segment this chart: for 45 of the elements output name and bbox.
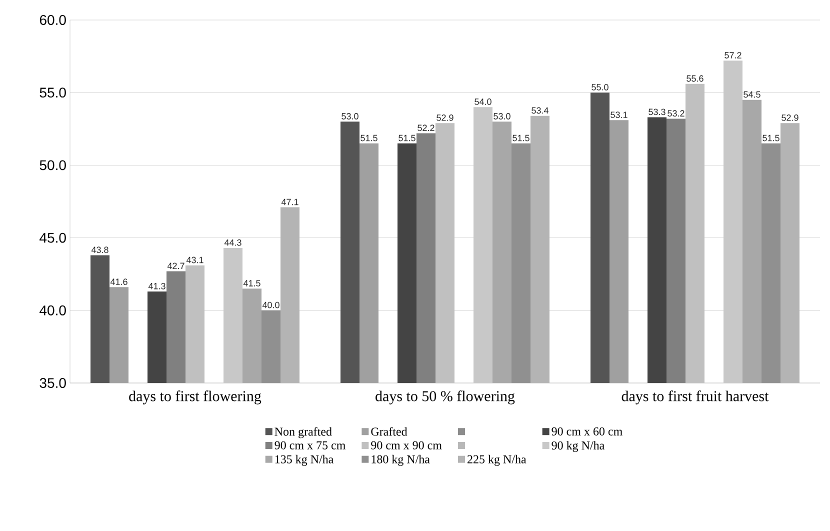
y-tick-label: 50.0 <box>40 160 66 170</box>
legend-label: Non grafted <box>274 427 332 438</box>
data-label: 51.5 <box>762 134 780 142</box>
data-label: 54.0 <box>474 98 492 105</box>
data-label: 47.1 <box>281 198 298 206</box>
x-tick-label: days to first fruit harvest <box>622 390 769 404</box>
data-label: 52.9 <box>436 114 454 121</box>
data-label: 41.5 <box>243 280 260 286</box>
y-tick-label: 40.0 <box>40 305 66 316</box>
data-label: 51.5 <box>398 134 416 142</box>
legend-label: 90 cm x 60 cm <box>552 427 622 436</box>
y-tick-label: 45.0 <box>40 232 66 243</box>
legend-label: 135 kg N/ha <box>275 454 334 466</box>
y-tick-label: 60.0 <box>40 15 66 25</box>
data-label: 41.3 <box>148 282 166 290</box>
data-label: 43.1 <box>186 256 204 264</box>
data-label: 40.0 <box>262 302 280 308</box>
data-label: 57.2 <box>724 52 742 58</box>
legend-label: 90 kg N/ha <box>552 441 604 452</box>
x-tick-label: days to first flowering <box>129 390 262 404</box>
legend-label: Grafted <box>371 427 408 436</box>
x-tick-label: days to 50 % flowering <box>376 390 515 404</box>
data-label: 41.6 <box>110 278 128 285</box>
data-label: 53.1 <box>610 112 628 118</box>
data-label: 44.3 <box>224 239 242 246</box>
legend-label: 180 kg N/ha <box>372 454 430 466</box>
data-label: 53.2 <box>668 110 684 117</box>
data-label: 53.0 <box>342 113 358 120</box>
data-label: 53.3 <box>648 108 666 116</box>
y-tick-label: 35.0 <box>40 378 66 388</box>
y-tick-label: 55.0 <box>40 88 66 98</box>
data-label: 42.7 <box>167 262 184 269</box>
data-label: 55.0 <box>592 84 608 90</box>
data-label: 53.0 <box>494 113 510 120</box>
legend-label: 90 cm x 90 cm <box>371 441 442 450</box>
data-label: 51.5 <box>512 134 530 142</box>
legend-label: 225 kg N/ha <box>468 454 526 466</box>
data-label: 43.8 <box>91 246 108 254</box>
data-label: 52.2 <box>418 124 434 132</box>
data-label: 54.5 <box>744 91 760 98</box>
data-label: 51.5 <box>360 134 378 142</box>
data-label: 52.9 <box>782 114 798 121</box>
legend-label: 90 cm x 75 cm <box>274 441 346 450</box>
data-label: 53.4 <box>532 107 548 114</box>
data-label: 55.6 <box>686 75 704 82</box>
